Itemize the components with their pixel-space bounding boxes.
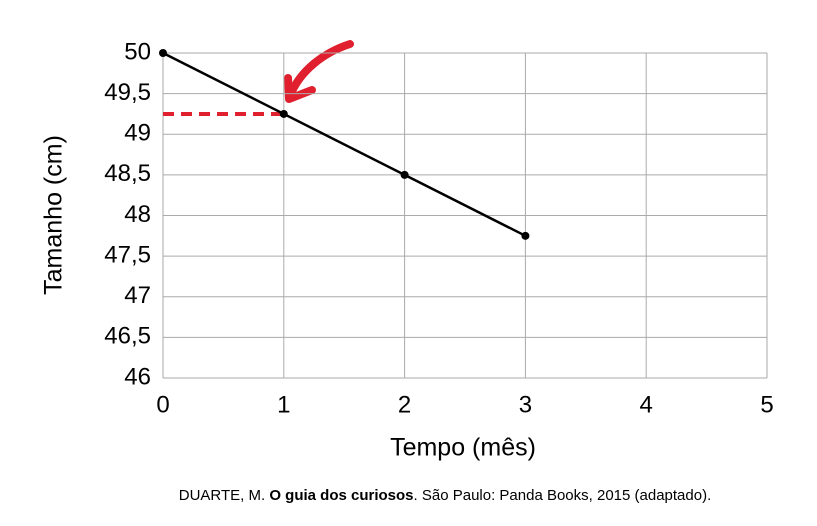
point bbox=[159, 49, 167, 57]
y-tick-label: 48,5 bbox=[104, 160, 151, 187]
y-tick-label: 49,5 bbox=[104, 79, 151, 106]
x-tick-label: 5 bbox=[760, 391, 773, 418]
y-tick-label: 47 bbox=[124, 282, 151, 309]
x-axis-label: Tempo (mês) bbox=[390, 434, 536, 462]
arrow-head bbox=[284, 74, 316, 103]
x-tick-label: 3 bbox=[519, 391, 532, 418]
source: DUARTE, M. O guia dos curiosos. São Paul… bbox=[179, 487, 712, 504]
x-tick-label: 0 bbox=[156, 391, 169, 418]
y-tick-label: 47,5 bbox=[104, 241, 151, 268]
x-tick-label: 4 bbox=[640, 391, 653, 418]
source-rest: . São Paulo: Panda Books, 2015 (adaptado… bbox=[414, 487, 712, 504]
point bbox=[400, 170, 409, 179]
point bbox=[279, 109, 288, 118]
source-title: O guia dos curiosos bbox=[269, 487, 413, 504]
x-tick-label: 2 bbox=[398, 391, 411, 418]
line bbox=[162, 51, 526, 237]
y-tick-label: 46,5 bbox=[104, 323, 151, 350]
point bbox=[521, 231, 530, 240]
y-tick-label: 48 bbox=[124, 201, 151, 228]
y-axis-label: Tamanho (cm) bbox=[40, 135, 68, 295]
arrow bbox=[286, 40, 354, 100]
source-author: DUARTE, M. bbox=[179, 487, 270, 504]
y-tick-label: 50 bbox=[124, 38, 151, 65]
y-tick-label: 46 bbox=[124, 363, 151, 390]
x-tick-label: 1 bbox=[277, 391, 290, 418]
y-tick-label: 49 bbox=[124, 120, 151, 147]
